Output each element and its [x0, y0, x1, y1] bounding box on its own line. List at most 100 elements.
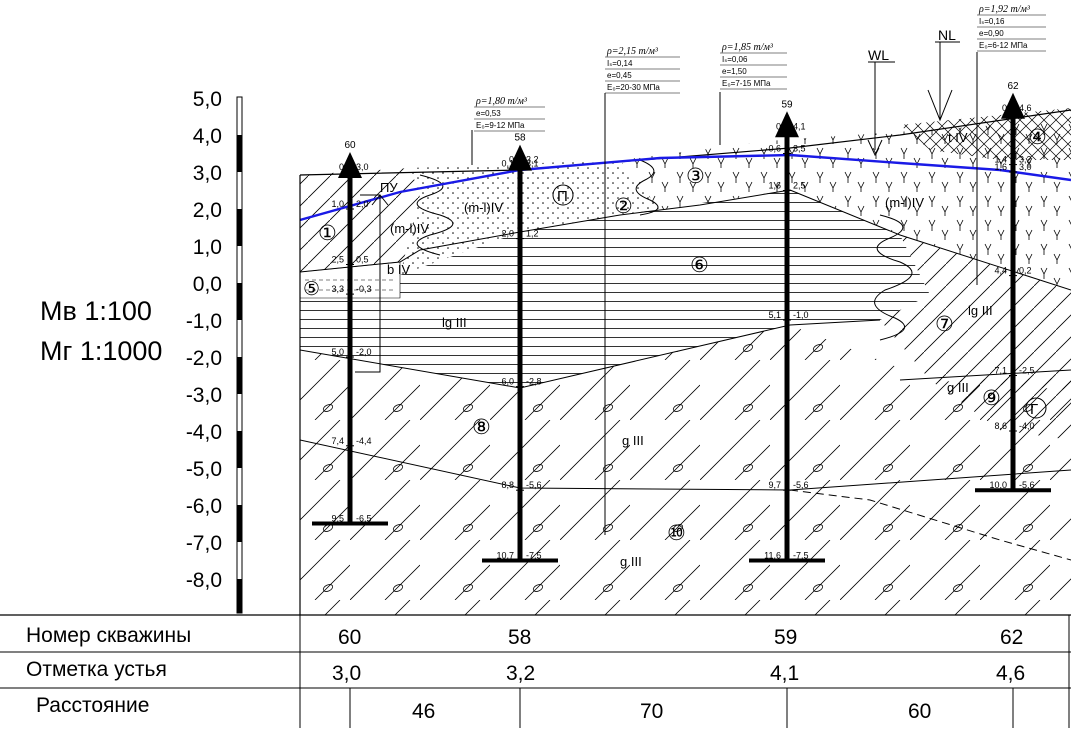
vertical-scale: Мв 1:100	[40, 296, 152, 326]
layer-p-circle	[552, 184, 574, 206]
depth-label: 2,5	[331, 255, 344, 265]
axis-tick-label: -2,0	[186, 347, 222, 370]
depth-label: 4,4	[994, 266, 1007, 276]
elevation-label: -7,5	[526, 551, 542, 561]
layer-numbers: ① ② ③ ④ ⑤ ⑥ ⑦ ⑧ ⑨ ⑩ П Г	[303, 126, 1047, 545]
borehole-head-arrow	[775, 111, 799, 138]
label-design-level: ПУ	[380, 180, 398, 195]
elevation-label: 1,2	[526, 229, 539, 239]
layer-4: ④	[1028, 126, 1047, 149]
genesis-m-l-iv-b: (m-l)IV	[390, 221, 429, 236]
property-line: e=0,53	[476, 109, 501, 118]
elevation-label: 2,5	[793, 181, 806, 191]
layer-g: Г	[1030, 401, 1038, 418]
depth-label: 8,6	[994, 421, 1007, 431]
layer-7: ⑦	[935, 313, 954, 336]
borehole: 58 0 3,2 0,1 3,1 2,0 1,2 6,0 -2,8 8,8 -5,6 10,7 -7,5	[482, 133, 558, 563]
elevation-label: 3,5	[793, 144, 806, 154]
genesis-g-iii-c: g III	[947, 380, 969, 395]
depth-label: 10,0	[989, 480, 1007, 490]
genesis-m-l-iv-c: (m-l)IV	[885, 195, 924, 210]
row-label-borehole-number: Номер скважины	[26, 624, 192, 647]
borehole-number-label: 58	[514, 133, 526, 144]
axis-tick-label: -4,0	[186, 421, 222, 444]
row-label-distance: Расстояние	[36, 694, 150, 717]
data-table	[0, 614, 1071, 728]
borehole-head-arrow	[508, 144, 532, 171]
depth-label: 1,6	[768, 181, 781, 191]
level-markers	[867, 41, 960, 157]
genesis-t-iv: t IV	[948, 130, 968, 145]
axis-tick-label: 5,0	[193, 88, 222, 111]
depth-label: 7,4	[331, 436, 344, 446]
boreholes: 60 0 3,0 1,0 2,0 2,5 0,5 3,3 -0,3 5,0 -2,0 7,4 -4,4 9…	[312, 81, 1051, 563]
borehole-number-label: 62	[1007, 81, 1019, 92]
genesis-lg-iii-b: lg III	[968, 303, 993, 318]
property-line: E₀=9-12 МПа	[476, 121, 525, 130]
property-box-1: ρ=1,80 т/м³ e=0,53 E₀=9-12 МПа	[474, 96, 545, 132]
depth-label: 0	[509, 155, 514, 165]
layer-3: ③	[686, 165, 705, 188]
genesis-b-iv: b IV	[387, 262, 410, 277]
elevation-label: -0,3	[356, 284, 372, 294]
elevation-label: -4,0	[1019, 421, 1035, 431]
depth-label: 11,6	[764, 551, 781, 561]
property-rho: ρ=2,15 т/м³	[606, 46, 659, 57]
genesis-labels: (m-l)IV (m-l)IV (m-l)IV b IV t IV lg III…	[387, 130, 993, 569]
elevation-label: -5,6	[1019, 480, 1035, 490]
row-label-wellhead-elevation: Отметка устья	[26, 658, 167, 681]
cell-distance: 60	[908, 700, 932, 723]
property-line: E₀=6-12 МПа	[979, 41, 1028, 50]
property-line: e=0,90	[979, 29, 1004, 38]
borehole-head-arrow	[338, 152, 362, 178]
axis-tick-label: -5,0	[186, 458, 222, 481]
genesis-g-iii-b: g III	[620, 554, 642, 569]
elevation-label: 3,2	[1019, 155, 1032, 165]
property-rho: ρ=1,85 т/м³	[721, 42, 774, 53]
axis-tick-label: 0,0	[193, 273, 222, 296]
borehole-number-label: 60	[344, 140, 356, 151]
cell-wellhead-elevation: 3,0	[332, 662, 362, 685]
label-wl: WL	[868, 47, 889, 63]
cell-borehole-number: 59	[774, 626, 798, 649]
elevation-label: 0,2	[1019, 266, 1032, 276]
borehole: 62 0 4,6 1,4 3,2 1,6 3,0 4,4 0,2 7,1 -2,5 8,6 -4,0 10…	[975, 81, 1051, 493]
elevation-label: 2,0	[356, 199, 369, 209]
layer-10: ⑩	[667, 522, 686, 545]
axis-tick-label: -7,0	[186, 532, 222, 555]
axis-tick-label: 3,0	[193, 162, 222, 185]
elevation-label: -7,5	[793, 551, 809, 561]
property-line: E₀=20-30 МПа	[607, 83, 660, 92]
layer-2: ②	[614, 195, 633, 218]
property-box-4: ρ=1,92 т/м³ Iₛ=0,16 e=0,90 E₀=6-12 МПа	[977, 4, 1046, 52]
depth-label: 10,7	[496, 551, 514, 561]
borehole: 60 0 3,0 1,0 2,0 2,5 0,5 3,3 -0,3 5,0 -2,0 7,4 -4,4 9…	[312, 140, 388, 526]
depth-label: 5,1	[768, 310, 781, 320]
property-box-2: ρ=2,15 т/м³ Iₛ=0,14 e=0,45 E₀=20-30 МПа	[605, 46, 680, 94]
layer-p: П	[557, 188, 568, 205]
elevation-label: 4,6	[1019, 103, 1032, 113]
layer-6: ⑥	[690, 254, 709, 277]
axis-tick-label: -3,0	[186, 384, 222, 407]
depth-label: 5,0	[331, 347, 344, 357]
depth-label: 0,1	[501, 158, 514, 168]
cell-distance: 70	[640, 700, 664, 723]
axis-tick-label: 4,0	[193, 125, 222, 148]
property-box-3: ρ=1,85 т/м³ Iₛ=0,06 e=1,50 E₀=7-15 МПа	[720, 42, 787, 90]
horizontal-scale: Мг 1:1000	[40, 336, 163, 366]
depth-label: 9,5	[331, 514, 344, 524]
elevation-label: -2,5	[1019, 366, 1035, 376]
property-rho: ρ=1,92 т/м³	[978, 4, 1031, 15]
elevation-label: -5,6	[526, 480, 542, 490]
elevation-label: 3,0	[356, 162, 369, 172]
borehole-number-label: 59	[781, 99, 793, 110]
elevation-label: -4,4	[356, 436, 372, 446]
elevation-label: 3,0	[1019, 162, 1032, 172]
label-nl: NL	[938, 27, 956, 43]
layer-8: ⑧	[472, 416, 491, 439]
borehole-head-arrow	[1001, 92, 1025, 119]
elevation-label: -2,0	[356, 347, 372, 357]
borehole: 59 0 4,1 0,6 3,5 1,6 2,5 5,1 -1,0 9,7 -5,6 11,6 -7,5	[749, 99, 825, 563]
